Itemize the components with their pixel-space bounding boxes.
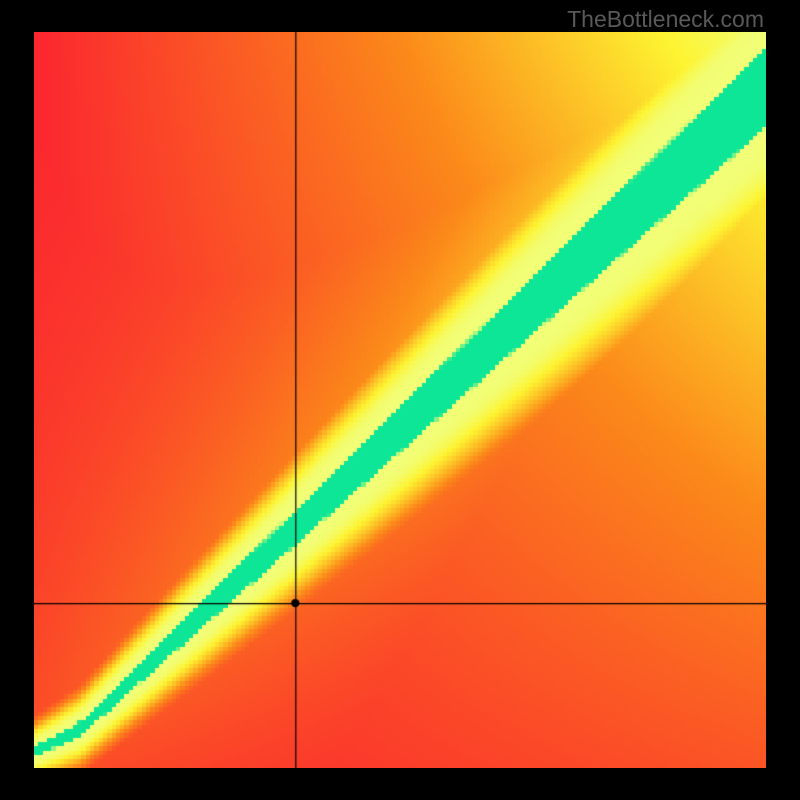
watermark-text: TheBottleneck.com bbox=[567, 6, 764, 33]
crosshair-overlay bbox=[34, 32, 766, 768]
